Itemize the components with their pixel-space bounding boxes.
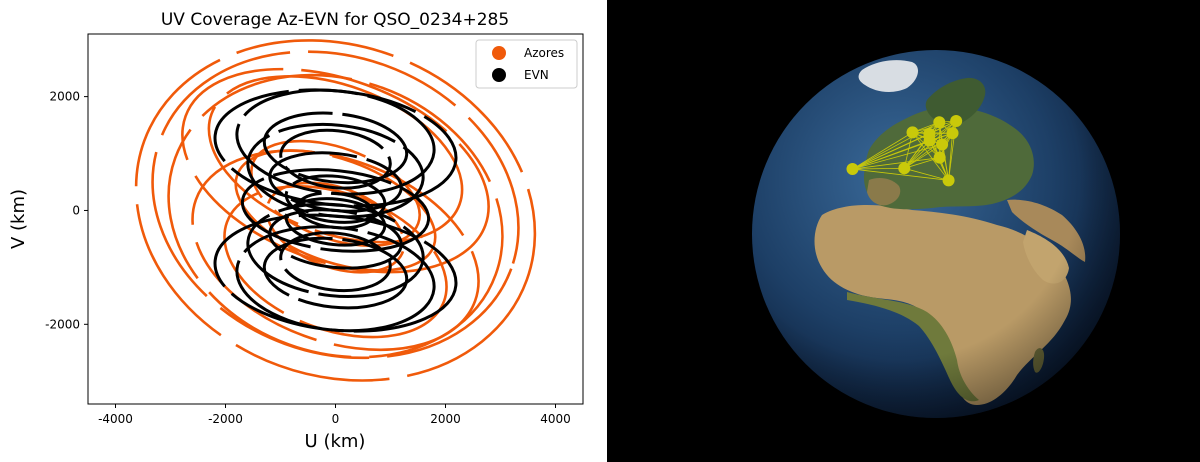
baseline-line: [912, 132, 949, 181]
legend-label-azores: Azores: [524, 46, 564, 60]
legend-marker-azores: [492, 46, 506, 60]
station-marker-yebes: [898, 162, 911, 175]
baseline-line: [912, 120, 957, 133]
y-tick-label: 0: [72, 203, 80, 217]
uv-track: [295, 191, 376, 230]
station-marker-torun: [946, 127, 959, 140]
station-marker-medicina: [933, 151, 946, 164]
baseline-line: [852, 121, 940, 170]
x-axis-label: U (km): [305, 431, 366, 452]
plot-title: UV Coverage Az-EVN for QSO_0234+285: [161, 10, 509, 30]
station-marker-jodrell: [906, 126, 919, 139]
station-marker-wettzell: [936, 138, 949, 151]
uv-track: [279, 128, 392, 190]
uv-track: [262, 111, 409, 185]
baseline-line: [852, 144, 943, 170]
uv-coverage-svg: UV Coverage Az-EVN for QSO_0234+285 -400…: [8, 10, 584, 452]
uv-track: [213, 213, 458, 333]
x-tick-label: 2000: [430, 412, 461, 426]
uv-track: [240, 168, 431, 253]
uv-track: [207, 75, 464, 244]
uv-track: [262, 236, 409, 310]
baseline-line: [903, 140, 930, 169]
x-tick-label: -2000: [208, 412, 243, 426]
y-tick-label: 2000: [49, 90, 80, 104]
station-marker-irbene: [950, 115, 963, 128]
baseline-line: [904, 157, 940, 169]
uv-track: [235, 88, 436, 196]
baseline-line: [852, 157, 940, 170]
x-tick-label: -4000: [98, 412, 133, 426]
baseline-line: [904, 167, 949, 181]
uv-track: [167, 73, 504, 359]
globe-limb-shading: [752, 50, 1120, 418]
uv-coverage-plot: UV Coverage Az-EVN for QSO_0234+285 -400…: [8, 10, 584, 452]
baseline-line: [852, 132, 913, 170]
legend: Azores EVN: [475, 39, 578, 89]
globe-panel: [607, 0, 1200, 462]
baseline-line: [852, 167, 905, 170]
station-marker-azores: [846, 163, 859, 176]
uv-track: [246, 122, 425, 219]
baseline-line: [941, 144, 949, 181]
baseline-line: [939, 120, 957, 158]
globe-svg: [752, 50, 1120, 418]
legend-label-evn: EVN: [524, 68, 549, 82]
series-evn: [213, 88, 458, 333]
station-marker-noto: [942, 174, 955, 187]
baseline-line: [852, 168, 949, 181]
uv-track: [191, 149, 480, 352]
station-marker-onsala: [933, 116, 946, 129]
legend-marker-evn: [492, 68, 506, 82]
station-marker-effelsberg: [923, 134, 936, 147]
stations: [846, 115, 963, 187]
y-axis-label: V (km): [8, 189, 29, 249]
x-tick-label: 4000: [540, 412, 571, 426]
baseline-line: [903, 132, 913, 169]
x-tick-label: 0: [332, 412, 340, 426]
uv-track: [134, 39, 537, 382]
uv-track: [246, 202, 425, 299]
uv-track: [284, 174, 387, 224]
uv-track: [284, 197, 387, 247]
y-tick-label: -2000: [45, 317, 80, 331]
uv-track: [279, 231, 392, 293]
